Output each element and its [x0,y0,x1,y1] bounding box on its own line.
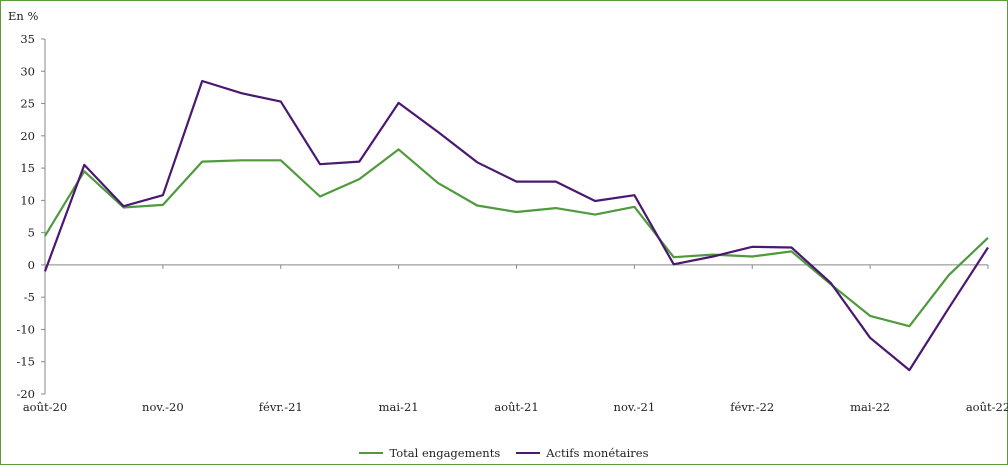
y-tick-label: -15 [16,355,35,369]
x-tick-label: août-21 [494,400,538,414]
y-tick-label: 10 [20,193,35,207]
y-tick-label: -5 [24,290,35,304]
y-tick-label: -20 [16,387,35,401]
y-tick-label: 0 [28,258,35,272]
y-tick-label: 5 [28,226,35,240]
legend-item-total-engagements: Total engagements [359,446,500,460]
y-axis: 35 30 25 20 15 10 5 0 -5 -10 -15 -20 [16,32,46,401]
y-axis-label: En % [8,9,38,23]
legend-label-total-engagements: Total engagements [389,446,501,460]
x-tick-label: août-20 [23,400,67,414]
x-tick-label: mai-21 [379,400,419,414]
y-tick-label: -10 [16,322,35,336]
x-tick-label: nov.-20 [142,400,184,414]
x-tick-label: févr.-21 [259,400,303,414]
legend-swatch-total-engagements [359,452,384,454]
legend: Total engagements Actifs monétaires [0,445,1008,461]
x-tick-label: févr.-22 [730,400,774,414]
x-axis: août-20 nov.-20 févr.-21 mai-21 août-21 nov.-… [23,264,1008,414]
y-tick-label: 35 [20,32,35,46]
y-tick-label: 25 [20,97,35,111]
line-chart: En % 35 30 25 20 15 10 5 0 -5 -10 -15 -20 août-20 no… [8,9,1008,414]
legend-item-actifs-monetaires: Actifs monétaires [516,446,649,460]
series-line-0 [44,148,989,328]
y-tick-label: 20 [20,129,35,143]
series-line-1 [43,79,989,372]
legend-label-actifs-monetaires: Actifs monétaires [546,446,649,460]
y-tick-label: 15 [20,161,35,175]
legend-swatch-actifs-monetaires [516,452,541,454]
series-group [43,79,989,372]
x-tick-label: nov.-21 [614,400,656,414]
x-tick-label: août-22 [966,400,1008,414]
x-tick-label: mai-22 [850,400,890,414]
y-tick-label: 30 [20,64,35,78]
